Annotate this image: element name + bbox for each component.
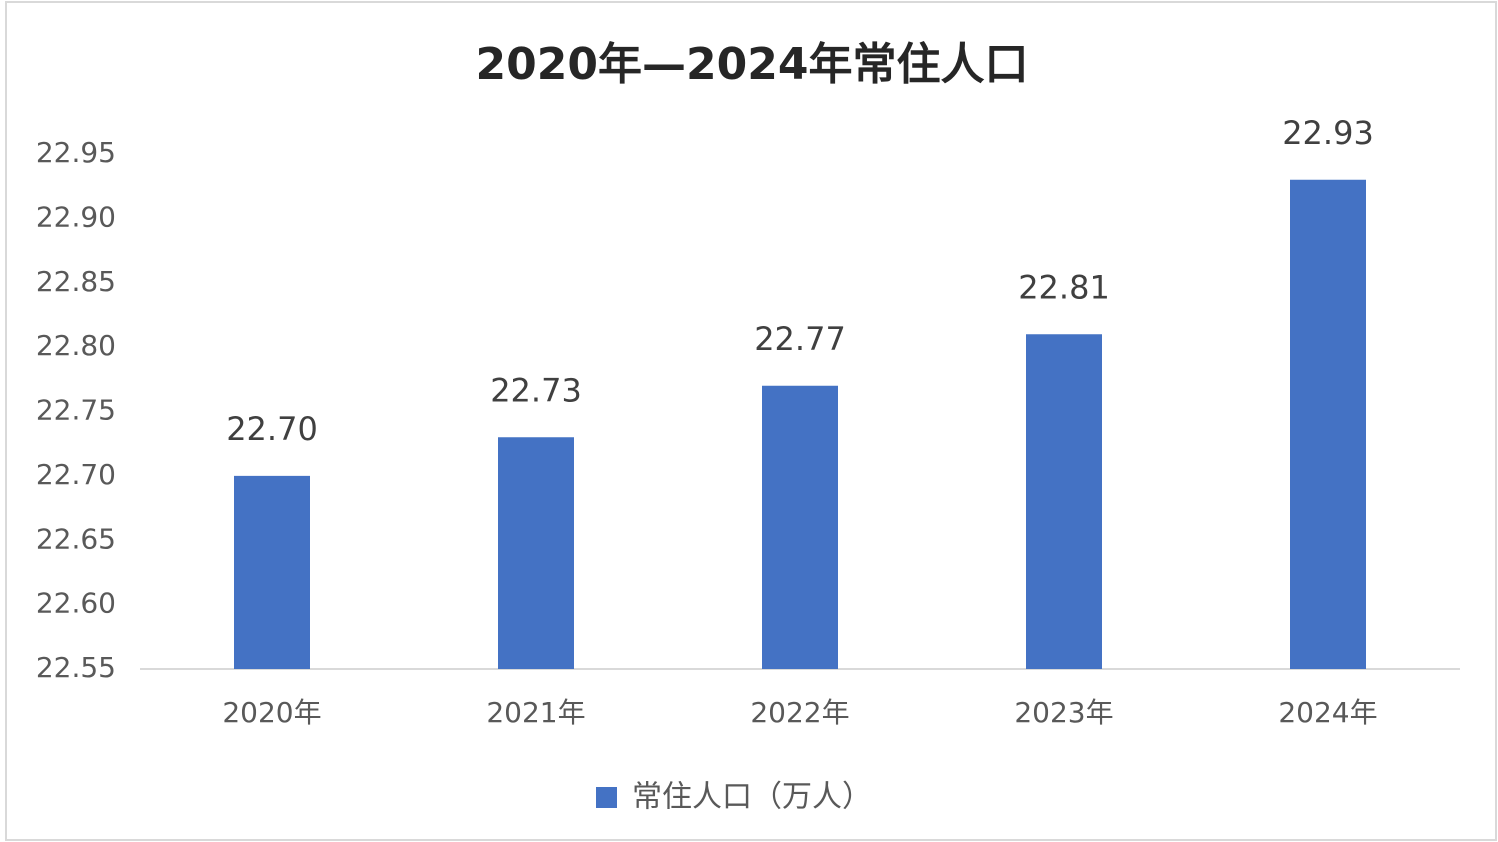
y-tick-label: 22.80 [36, 329, 116, 362]
chart-border [5, 1, 1497, 841]
chart-title: 2020年—2024年常住人口 [476, 39, 1029, 90]
y-tick-label: 22.95 [36, 136, 116, 169]
legend-label: 常住人口（万人） [632, 780, 872, 815]
x-tick-label: 2020年 [222, 696, 321, 729]
y-tick-label: 22.70 [36, 458, 116, 491]
y-tick-label: 22.75 [36, 394, 116, 427]
bar [1026, 334, 1102, 669]
data-label: 22.77 [754, 320, 846, 358]
x-tick-label: 2023年 [1014, 696, 1113, 729]
y-tick-label: 22.60 [36, 587, 116, 620]
data-label: 22.81 [1018, 268, 1110, 306]
data-label: 22.73 [490, 371, 582, 409]
bar [1290, 179, 1366, 669]
bar [498, 437, 574, 669]
x-tick-label: 2022年 [750, 696, 849, 729]
data-label: 22.70 [226, 410, 318, 448]
legend-swatch [596, 787, 617, 808]
y-tick-label: 22.55 [36, 651, 116, 684]
bar [234, 475, 310, 669]
y-tick-label: 22.90 [36, 200, 116, 233]
y-tick-label: 22.85 [36, 265, 116, 298]
x-tick-label: 2021年 [486, 696, 585, 729]
data-label: 22.93 [1282, 114, 1374, 152]
bar [762, 385, 838, 669]
y-tick-label: 22.65 [36, 522, 116, 555]
x-tick-label: 2024年 [1278, 696, 1377, 729]
